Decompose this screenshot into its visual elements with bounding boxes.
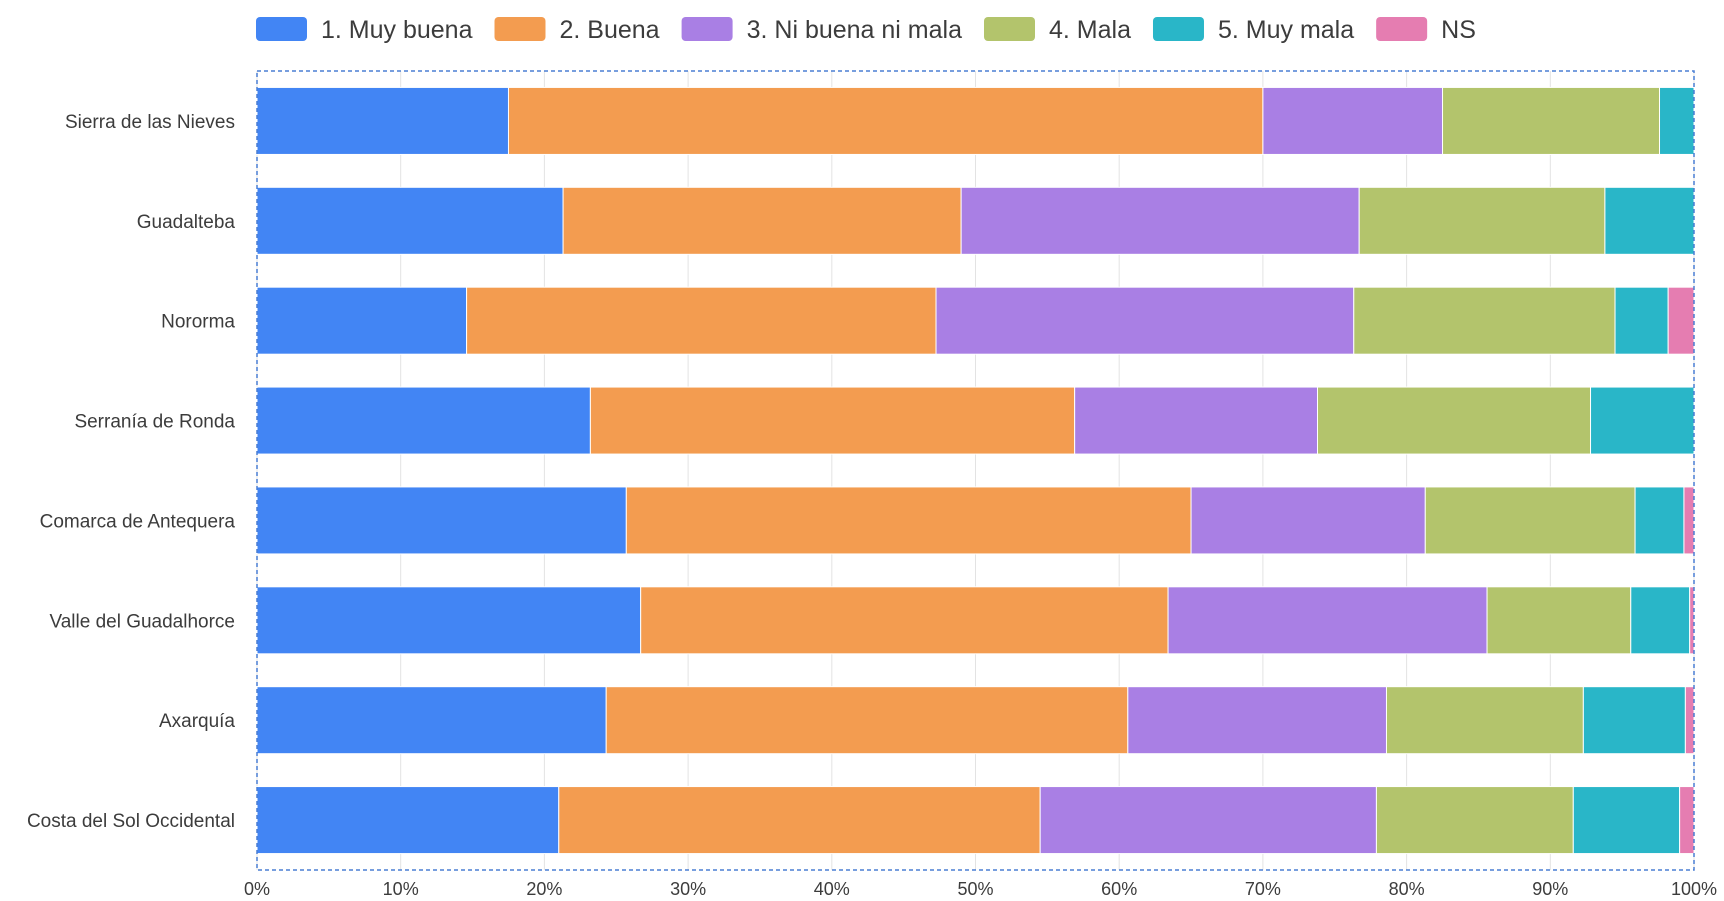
bar-row-serrania-de-ronda	[256, 386, 1695, 455]
bar-segment-sierra-de-las-nieves-1-muy-buena[interactable]	[256, 86, 509, 155]
bar-segment-costa-del-sol-occidental-3-ni-buena-ni-mala[interactable]	[1039, 786, 1377, 855]
bar-row-nororma	[256, 286, 1695, 355]
category-label-nororma: Nororma	[161, 312, 235, 333]
bar-segment-serrania-de-ronda-5-muy-mala[interactable]	[1590, 386, 1695, 455]
legend-swatch-5-muy-mala	[1152, 17, 1204, 41]
bar-segment-valle-del-guadalhorce-3-ni-buena-ni-mala[interactable]	[1167, 586, 1488, 655]
x-tick-label-80: 80%	[1389, 879, 1425, 899]
bar-segment-guadalteba-4-mala[interactable]	[1358, 186, 1606, 255]
bar-segment-axarquia-4-mala[interactable]	[1385, 686, 1584, 755]
bar-segment-sierra-de-las-nieves-5-muy-mala[interactable]	[1659, 86, 1695, 155]
bar-segment-comarca-de-antequera-5-muy-mala[interactable]	[1634, 486, 1685, 555]
category-label-costa-del-sol-occidental: Costa del Sol Occidental	[27, 811, 235, 832]
category-axis-labels: Sierra de las Nieves Guadalteba Nororma Ser…	[27, 112, 235, 832]
x-tick-label-40: 40%	[814, 879, 850, 899]
bar-segment-sierra-de-las-nieves-3-ni-buena-ni-mala[interactable]	[1262, 86, 1444, 155]
legend-label-5-muy-mala: 5. Muy mala	[1218, 16, 1354, 44]
bar-segment-sierra-de-las-nieves-4-mala[interactable]	[1442, 86, 1661, 155]
legend-item-4-mala[interactable]: 4. Mala	[984, 16, 1131, 44]
bar-segment-sierra-de-las-nieves-2-buena[interactable]	[507, 86, 1264, 155]
legend-swatch-3-ni-buena-ni-mala	[681, 17, 733, 41]
bar-segment-serrania-de-ronda-4-mala[interactable]	[1317, 386, 1592, 455]
legend-swatch-1-muy-buena	[256, 17, 307, 41]
category-label-serrania-de-ronda: Serranía de Ronda	[74, 412, 235, 433]
legend-item-3-ni-buena-ni-mala[interactable]: 3. Ni buena ni mala	[681, 16, 963, 44]
x-tick-label-0: 0%	[244, 879, 270, 899]
category-label-axarquia: Axarquía	[159, 711, 235, 732]
bar-row-guadalteba	[256, 186, 1695, 255]
bar-segment-valle-del-guadalhorce-4-mala[interactable]	[1486, 586, 1632, 655]
bar-segment-costa-del-sol-occidental-ns[interactable]	[1679, 786, 1695, 855]
bar-row-sierra-de-las-nieves	[256, 86, 1695, 155]
bar-segment-comarca-de-antequera-ns[interactable]	[1683, 486, 1695, 555]
bar-segment-nororma-ns[interactable]	[1667, 286, 1695, 355]
legend-label-ns: NS	[1441, 16, 1476, 44]
x-tick-label-10: 10%	[383, 879, 419, 899]
category-label-valle-del-guadalhorce: Valle del Guadalhorce	[49, 611, 235, 632]
bar-segment-costa-del-sol-occidental-5-muy-mala[interactable]	[1572, 786, 1681, 855]
bar-segment-axarquia-ns[interactable]	[1684, 686, 1695, 755]
bar-segment-serrania-de-ronda-2-buena[interactable]	[589, 386, 1076, 455]
x-tick-label-90: 90%	[1532, 879, 1568, 899]
bar-segment-comarca-de-antequera-3-ni-buena-ni-mala[interactable]	[1190, 486, 1426, 555]
legend-swatch-4-mala	[984, 17, 1035, 41]
bar-segment-serrania-de-ronda-3-ni-buena-ni-mala[interactable]	[1074, 386, 1319, 455]
chart-bars	[256, 86, 1695, 855]
x-tick-label-60: 60%	[1101, 879, 1137, 899]
bar-segment-costa-del-sol-occidental-2-buena[interactable]	[558, 786, 1041, 855]
bar-segment-guadalteba-3-ni-buena-ni-mala[interactable]	[960, 186, 1360, 255]
bar-segment-valle-del-guadalhorce-ns[interactable]	[1689, 586, 1695, 655]
bar-segment-costa-del-sol-occidental-4-mala[interactable]	[1375, 786, 1574, 855]
category-label-comarca-de-antequera: Comarca de Antequera	[40, 511, 236, 532]
bar-row-comarca-de-antequera	[256, 486, 1695, 555]
bar-segment-nororma-2-buena[interactable]	[466, 286, 937, 355]
x-tick-label-30: 30%	[670, 879, 706, 899]
bar-segment-nororma-5-muy-mala[interactable]	[1614, 286, 1669, 355]
x-tick-label-50: 50%	[957, 879, 993, 899]
bar-segment-guadalteba-2-buena[interactable]	[562, 186, 962, 255]
bar-segment-nororma-3-ni-buena-ni-mala[interactable]	[935, 286, 1355, 355]
bar-row-axarquia	[256, 686, 1695, 755]
plot-area-frame	[256, 70, 1695, 871]
bar-row-valle-del-guadalhorce	[256, 586, 1695, 655]
category-label-guadalteba: Guadalteba	[137, 212, 236, 233]
bar-segment-valle-del-guadalhorce-2-buena[interactable]	[640, 586, 1169, 655]
chart-legend: 1. Muy buena 2. Buena 3. Ni buena ni mala 4…	[256, 16, 1476, 44]
bar-segment-nororma-1-muy-buena[interactable]	[256, 286, 468, 355]
bar-segment-comarca-de-antequera-1-muy-buena[interactable]	[256, 486, 627, 555]
legend-item-ns[interactable]: NS	[1376, 16, 1476, 44]
legend-label-1-muy-buena: 1. Muy buena	[321, 16, 473, 44]
bar-segment-costa-del-sol-occidental-1-muy-buena[interactable]	[256, 786, 560, 855]
legend-item-5-muy-mala[interactable]: 5. Muy mala	[1152, 16, 1354, 44]
bar-segment-serrania-de-ronda-1-muy-buena[interactable]	[256, 386, 591, 455]
bar-segment-axarquia-5-muy-mala[interactable]	[1582, 686, 1686, 755]
legend-label-2-buena: 2. Buena	[560, 16, 660, 44]
x-tick-label-100: 100%	[1671, 879, 1717, 899]
bar-segment-guadalteba-1-muy-buena[interactable]	[256, 186, 564, 255]
category-label-sierra-de-las-nieves: Sierra de las Nieves	[65, 112, 235, 133]
legend-label-3-ni-buena-ni-mala: 3. Ni buena ni mala	[747, 16, 963, 44]
bar-segment-comarca-de-antequera-4-mala[interactable]	[1424, 486, 1636, 555]
bar-segment-axarquia-1-muy-buena[interactable]	[256, 686, 607, 755]
bar-row-costa-del-sol-occidental	[256, 786, 1695, 855]
bar-segment-valle-del-guadalhorce-5-muy-mala[interactable]	[1630, 586, 1691, 655]
x-tick-label-20: 20%	[526, 879, 562, 899]
legend-item-2-buena[interactable]: 2. Buena	[494, 16, 660, 44]
legend-swatch-ns	[1376, 17, 1428, 41]
bar-segment-axarquia-2-buena[interactable]	[605, 686, 1129, 755]
bar-segment-valle-del-guadalhorce-1-muy-buena[interactable]	[256, 586, 642, 655]
x-tick-label-70: 70%	[1245, 879, 1281, 899]
legend-label-4-mala: 4. Mala	[1049, 16, 1131, 44]
legend-swatch-2-buena	[494, 17, 546, 41]
bar-segment-comarca-de-antequera-2-buena[interactable]	[625, 486, 1192, 555]
bar-segment-axarquia-3-ni-buena-ni-mala[interactable]	[1127, 686, 1387, 755]
legend-item-1-muy-buena[interactable]: 1. Muy buena	[256, 16, 473, 44]
bar-segment-guadalteba-5-muy-mala[interactable]	[1604, 186, 1695, 255]
bar-segment-nororma-4-mala[interactable]	[1353, 286, 1616, 355]
value-axis-tick-labels: 0% 10% 20% 30% 40% 50% 60% 70% 80% 90% 100%	[244, 879, 1717, 899]
